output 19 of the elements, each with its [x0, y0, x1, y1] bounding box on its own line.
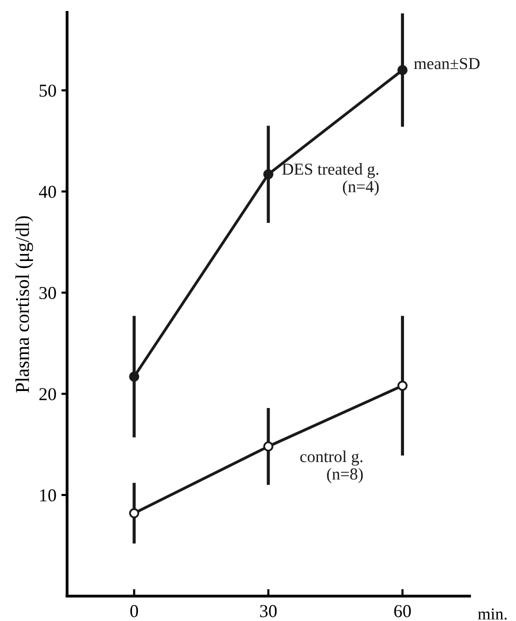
point — [397, 65, 408, 76]
y-tick-label: 40 — [38, 186, 56, 198]
y-tick-label: 30 — [39, 286, 56, 300]
x-tick-label: 30 — [260, 605, 277, 618]
y-tick-label: 50 — [40, 84, 56, 97]
point — [263, 441, 274, 452]
x-tick-label: 0 — [130, 605, 138, 618]
point — [397, 380, 408, 391]
x-tick-label: 60 — [394, 605, 411, 618]
series-label: DES treated g. (n=4) — [282, 163, 379, 196]
series-label: control g. (n=8) — [300, 450, 363, 484]
point — [263, 169, 274, 180]
y-tick-label: 10 — [40, 489, 56, 502]
x-axis-title: min. — [478, 608, 507, 620]
annotation: mean±SD — [414, 58, 480, 70]
point — [129, 508, 140, 518]
y-tick-label: 20 — [39, 388, 56, 400]
y-axis-title: Plasma cortisol (μg/dl) — [15, 216, 34, 393]
point — [129, 372, 140, 382]
